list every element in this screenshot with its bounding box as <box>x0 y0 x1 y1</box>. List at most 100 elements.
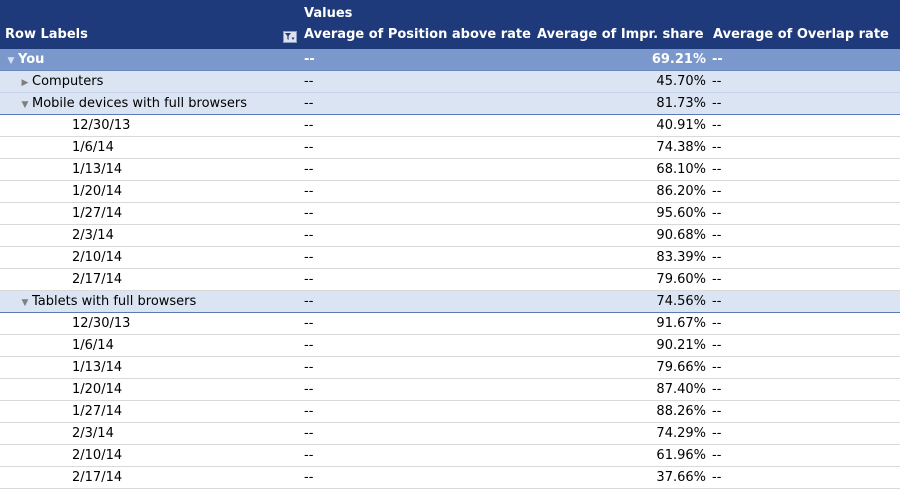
impr-share-cell[interactable]: 79.66% <box>656 360 706 375</box>
pivot-row-tablets[interactable]: ▼ Tablets with full browsers -- 74.56% -- <box>0 291 900 313</box>
impr-share-cell[interactable]: 69.21% <box>651 52 706 67</box>
impr-share-cell[interactable]: 74.29% <box>656 426 706 441</box>
position-above-rate-cell[interactable]: -- <box>304 426 314 441</box>
pivot-row-date[interactable]: 1/27/14 -- 88.26% -- <box>0 401 900 423</box>
impr-share-cell[interactable]: 87.40% <box>656 382 706 397</box>
pivot-row-date[interactable]: 1/20/14 -- 86.20% -- <box>0 181 900 203</box>
position-above-rate-cell[interactable]: -- <box>304 96 314 111</box>
position-above-rate-cell[interactable]: -- <box>304 162 314 177</box>
impr-share-cell[interactable]: 88.26% <box>656 404 706 419</box>
row-label: 2/10/14 <box>72 250 123 265</box>
pivot-row-date[interactable]: 1/20/14 -- 87.40% -- <box>0 379 900 401</box>
overlap-rate-cell[interactable]: -- <box>712 228 722 243</box>
impr-share-cell[interactable]: 83.39% <box>656 250 706 265</box>
impr-share-cell[interactable]: 68.10% <box>656 162 706 177</box>
impr-share-cell[interactable]: 79.60% <box>656 272 706 287</box>
overlap-rate-cell[interactable]: -- <box>712 316 722 331</box>
impr-share-cell[interactable]: 91.67% <box>656 316 706 331</box>
overlap-rate-cell[interactable]: -- <box>712 426 722 441</box>
position-above-rate-cell[interactable]: -- <box>304 294 314 309</box>
overlap-rate-cell[interactable]: -- <box>712 338 722 353</box>
overlap-rate-cell[interactable]: -- <box>712 118 722 133</box>
overlap-rate-cell[interactable]: -- <box>712 184 722 199</box>
position-above-rate-cell[interactable]: -- <box>304 448 314 463</box>
pivot-row-date[interactable]: 1/6/14 -- 74.38% -- <box>0 137 900 159</box>
row-label: 2/10/14 <box>72 448 123 463</box>
column-header-overlap-rate[interactable]: Average of Overlap rate <box>713 27 889 42</box>
overlap-rate-cell[interactable]: -- <box>712 74 722 89</box>
row-label: 2/17/14 <box>72 470 123 485</box>
position-above-rate-cell[interactable]: -- <box>304 184 314 199</box>
overlap-rate-cell[interactable]: -- <box>712 52 723 67</box>
pivot-row-date[interactable]: 1/13/14 -- 68.10% -- <box>0 159 900 181</box>
row-label: 1/6/14 <box>72 140 114 155</box>
position-above-rate-cell[interactable]: -- <box>304 140 314 155</box>
overlap-rate-cell[interactable]: -- <box>712 96 722 111</box>
pivot-row-date[interactable]: 2/10/14 -- 83.39% -- <box>0 247 900 269</box>
position-above-rate-cell[interactable]: -- <box>304 74 314 89</box>
pivot-row-date[interactable]: 1/27/14 -- 95.60% -- <box>0 203 900 225</box>
impr-share-cell[interactable]: 45.70% <box>656 74 706 89</box>
column-header-impr-share[interactable]: Average of Impr. share <box>537 27 704 42</box>
column-header-position-above-rate[interactable]: Average of Position above rate <box>304 27 531 42</box>
row-label: 1/27/14 <box>72 206 123 221</box>
position-above-rate-cell[interactable]: -- <box>304 404 314 419</box>
overlap-rate-cell[interactable]: -- <box>712 272 722 287</box>
overlap-rate-cell[interactable]: -- <box>712 294 722 309</box>
position-above-rate-cell[interactable]: -- <box>304 272 314 287</box>
position-above-rate-cell[interactable]: -- <box>304 250 314 265</box>
overlap-rate-cell[interactable]: -- <box>712 360 722 375</box>
position-above-rate-cell[interactable]: -- <box>304 316 314 331</box>
pivot-row-date[interactable]: 2/17/14 -- 37.66% -- <box>0 467 900 489</box>
pivot-row-you[interactable]: ▼ You -- 69.21% -- <box>0 49 900 71</box>
triangle-down-icon[interactable]: ▼ <box>7 56 15 66</box>
impr-share-cell[interactable]: 86.20% <box>656 184 706 199</box>
impr-share-cell[interactable]: 40.91% <box>656 118 706 133</box>
triangle-right-icon[interactable]: ▶ <box>21 78 29 88</box>
impr-share-cell[interactable]: 37.66% <box>656 470 706 485</box>
overlap-rate-cell[interactable]: -- <box>712 140 722 155</box>
triangle-down-icon[interactable]: ▼ <box>21 298 29 308</box>
pivot-row-date[interactable]: 12/30/13 -- 91.67% -- <box>0 313 900 335</box>
pivot-row-date[interactable]: 1/13/14 -- 79.66% -- <box>0 357 900 379</box>
overlap-rate-cell[interactable]: -- <box>712 250 722 265</box>
row-label: 1/27/14 <box>72 404 123 419</box>
triangle-down-icon[interactable]: ▼ <box>21 100 29 110</box>
position-above-rate-cell[interactable]: -- <box>304 118 314 133</box>
pivot-row-date[interactable]: 12/30/13 -- 40.91% -- <box>0 115 900 137</box>
overlap-rate-cell[interactable]: -- <box>712 470 722 485</box>
pivot-row-date[interactable]: 2/3/14 -- 74.29% -- <box>0 423 900 445</box>
position-above-rate-cell[interactable]: -- <box>304 470 314 485</box>
overlap-rate-cell[interactable]: -- <box>712 404 722 419</box>
position-above-rate-cell[interactable]: -- <box>304 228 314 243</box>
pivot-row-date[interactable]: 2/10/14 -- 61.96% -- <box>0 445 900 467</box>
overlap-rate-cell[interactable]: -- <box>712 448 722 463</box>
impr-share-cell[interactable]: 95.60% <box>656 206 706 221</box>
values-header: Values <box>304 6 353 21</box>
impr-share-cell[interactable]: 74.56% <box>656 294 706 309</box>
pivot-row-computers[interactable]: ▶ Computers -- 45.70% -- <box>0 71 900 93</box>
impr-share-cell[interactable]: 90.68% <box>656 228 706 243</box>
pivot-row-date[interactable]: 2/17/14 -- 79.60% -- <box>0 269 900 291</box>
impr-share-cell[interactable]: 61.96% <box>656 448 706 463</box>
row-labels-header[interactable]: Row Labels <box>5 27 88 42</box>
pivot-row-mobile-devices[interactable]: ▼ Mobile devices with full browsers -- 81… <box>0 93 900 115</box>
overlap-rate-cell[interactable]: -- <box>712 206 722 221</box>
position-above-rate-cell[interactable]: -- <box>304 382 314 397</box>
pivot-row-date[interactable]: 1/6/14 -- 90.21% -- <box>0 335 900 357</box>
position-above-rate-cell[interactable]: -- <box>304 52 315 67</box>
pivot-row-date[interactable]: 2/3/14 -- 90.68% -- <box>0 225 900 247</box>
position-above-rate-cell[interactable]: -- <box>304 206 314 221</box>
overlap-rate-cell[interactable]: -- <box>712 162 722 177</box>
position-above-rate-cell[interactable]: -- <box>304 360 314 375</box>
impr-share-cell[interactable]: 90.21% <box>656 338 706 353</box>
overlap-rate-cell[interactable]: -- <box>712 382 722 397</box>
row-label: 1/13/14 <box>72 360 123 375</box>
row-label: 2/17/14 <box>72 272 123 287</box>
filter-icon[interactable] <box>283 31 297 43</box>
impr-share-cell[interactable]: 74.38% <box>656 140 706 155</box>
row-label: 1/20/14 <box>72 382 123 397</box>
impr-share-cell[interactable]: 81.73% <box>656 96 706 111</box>
position-above-rate-cell[interactable]: -- <box>304 338 314 353</box>
